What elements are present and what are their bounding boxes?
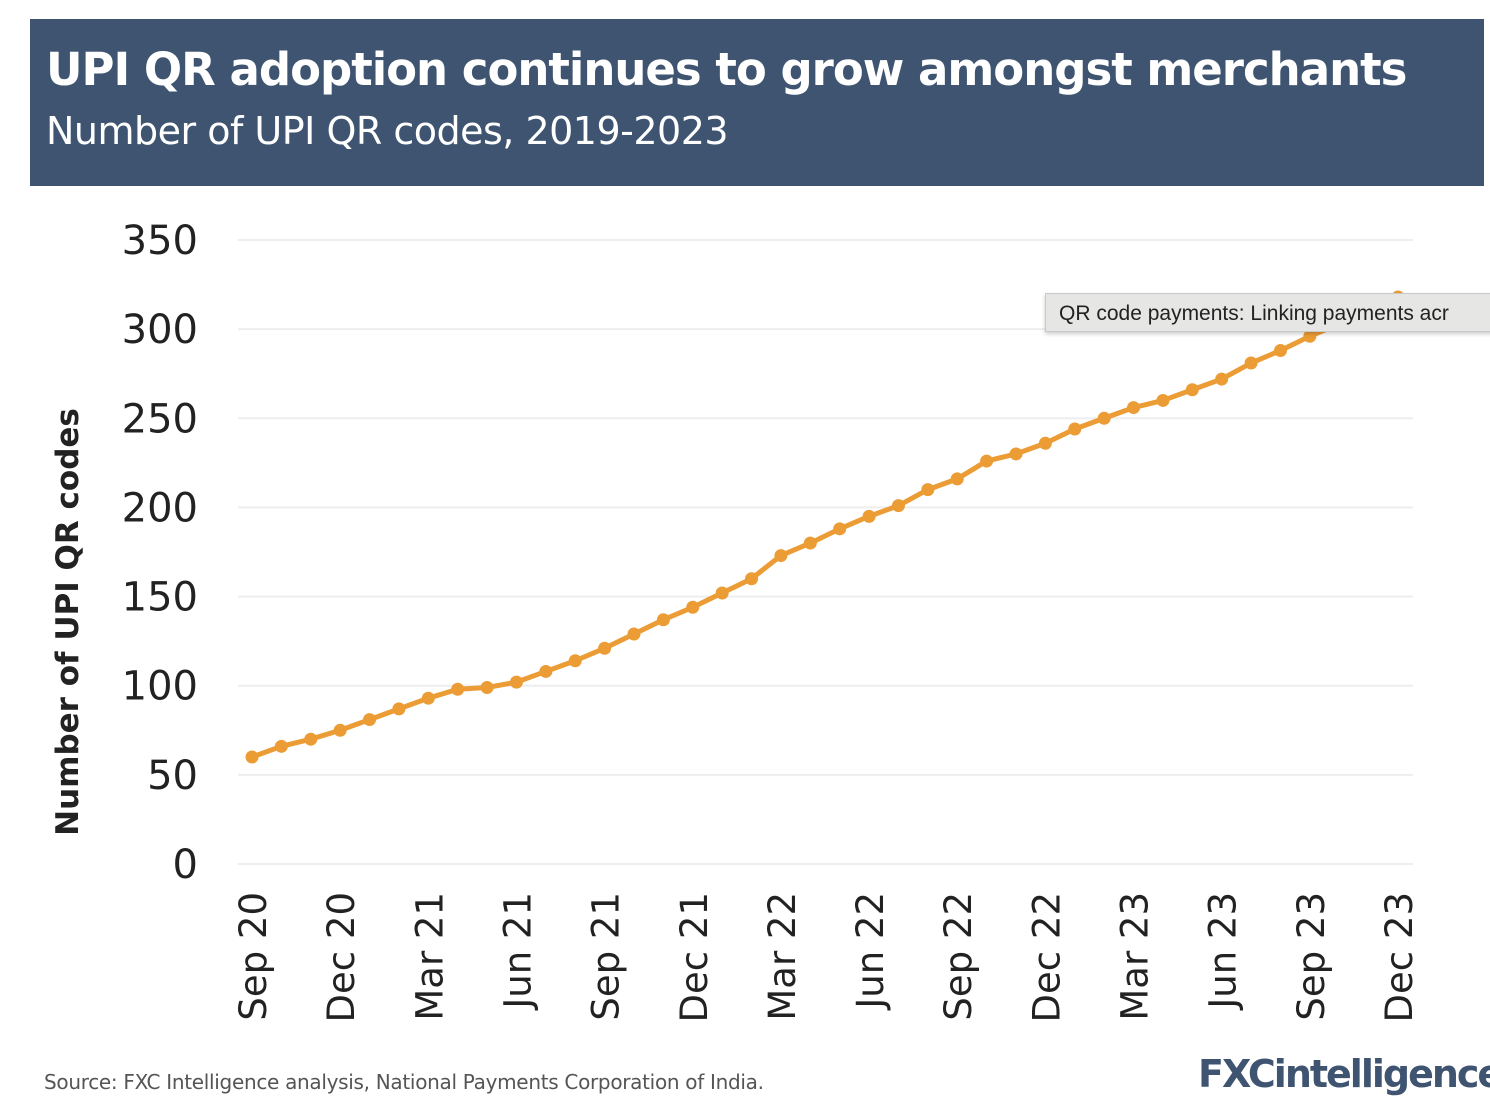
x-tick-label: Jun 21	[496, 892, 539, 1011]
x-tick-label: Sep 20	[232, 892, 275, 1021]
x-tick-label: Mar 21	[408, 892, 451, 1021]
y-tick-label: 50	[147, 753, 198, 799]
data-point	[392, 702, 406, 716]
y-tick-label: 0	[173, 842, 198, 888]
x-tick-label: Mar 22	[761, 892, 804, 1021]
x-tick-label: Dec 21	[673, 892, 716, 1022]
x-tick-label: Mar 23	[1114, 892, 1157, 1021]
data-point	[1156, 393, 1170, 407]
x-tick-label: Dec 23	[1378, 892, 1421, 1022]
chart-header: UPI QR adoption continues to grow amongs…	[30, 19, 1484, 186]
x-tick-label: Jun 23	[1202, 892, 1245, 1011]
data-point	[451, 682, 465, 696]
data-point	[1215, 372, 1229, 386]
data-point	[833, 522, 847, 536]
link-tooltip: QR code payments: Linking payments acr	[1045, 293, 1490, 332]
y-tick-label: 150	[122, 575, 198, 621]
data-point	[774, 549, 788, 563]
y-tick-label: 100	[122, 664, 198, 710]
y-tick-label: 350	[122, 218, 198, 264]
y-axis-label: Number of UPI QR codes	[50, 408, 86, 836]
data-point	[245, 750, 259, 764]
data-point	[891, 499, 905, 513]
data-point	[598, 641, 612, 655]
data-point	[656, 613, 670, 627]
data-point	[1068, 422, 1082, 436]
data-point	[509, 675, 523, 689]
data-point	[1185, 383, 1199, 397]
chart-title: UPI QR adoption continues to grow amongs…	[46, 43, 1407, 96]
data-point	[274, 739, 288, 753]
x-tick-label: Dec 20	[320, 892, 363, 1022]
data-point	[686, 600, 700, 614]
x-tick-label: Sep 22	[937, 892, 980, 1021]
fxc-logo: FXCintelligence	[1198, 1052, 1490, 1096]
data-point	[363, 713, 377, 727]
data-point	[950, 472, 964, 486]
data-point	[1273, 344, 1287, 358]
y-tick-label: 200	[122, 485, 198, 531]
data-point	[539, 664, 553, 678]
data-point	[1244, 356, 1258, 370]
data-point	[627, 627, 641, 641]
data-point	[715, 586, 729, 600]
series-line	[251, 294, 1400, 760]
data-point	[921, 483, 935, 497]
data-point	[304, 732, 318, 746]
data-point	[803, 536, 817, 550]
data-point	[1009, 447, 1023, 461]
x-tick-label: Sep 21	[585, 892, 628, 1021]
y-tick-label: 250	[122, 396, 198, 442]
data-point	[333, 723, 347, 737]
source-note: Source: FXC Intelligence analysis, Natio…	[44, 1070, 764, 1094]
data-point	[568, 654, 582, 668]
data-point	[421, 691, 435, 705]
data-point	[1038, 436, 1052, 450]
x-tick-label: Jun 22	[849, 892, 892, 1011]
data-point	[862, 509, 876, 523]
data-point	[980, 454, 994, 468]
x-tick-label: Dec 22	[1025, 892, 1068, 1022]
data-point	[745, 572, 759, 586]
data-point	[480, 680, 494, 694]
chart-subtitle: Number of UPI QR codes, 2019-2023	[46, 109, 729, 153]
data-point	[1097, 411, 1111, 425]
y-tick-label: 300	[122, 307, 198, 353]
data-point	[1303, 329, 1317, 343]
data-point	[1127, 401, 1141, 415]
x-tick-label: Sep 23	[1290, 892, 1333, 1021]
